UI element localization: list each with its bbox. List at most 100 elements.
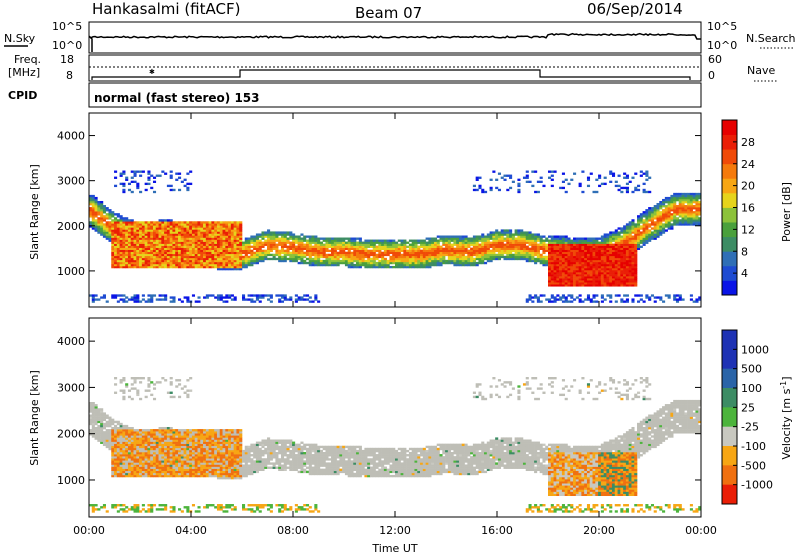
power-echo-cell — [169, 251, 173, 255]
power-echo-cell — [183, 225, 187, 228]
power-echo-cell — [214, 229, 218, 232]
power-echo-cell — [550, 294, 554, 297]
power-echo-cell — [152, 249, 157, 253]
power-echo-cell — [233, 243, 237, 246]
power-echo-cell — [194, 231, 198, 234]
power-echo-cell — [164, 223, 168, 226]
power-echo-cell — [497, 257, 502, 261]
power-echo-cell — [289, 253, 293, 257]
power-echo-cell — [495, 245, 499, 248]
power-echo-cell — [225, 257, 229, 261]
power-echo-cell — [114, 265, 118, 269]
velocity-echo-cell — [111, 443, 115, 447]
power-echo-cell — [506, 237, 510, 240]
power-echo-cell — [205, 259, 209, 263]
power-echo-cell — [617, 174, 621, 177]
power-echo-cell — [575, 257, 579, 261]
power-echo-cell — [236, 225, 240, 228]
velocity-echo-cell — [136, 474, 140, 478]
power-echo-cell — [208, 243, 212, 246]
velocity-echo-cell — [141, 468, 145, 472]
power-echo-cell — [675, 198, 680, 202]
power-echo-cell — [317, 255, 321, 259]
power-echo-cell — [578, 261, 582, 265]
power-echo-cell — [228, 296, 232, 299]
power-echo-cell — [111, 233, 115, 236]
power-echo-cell — [611, 245, 616, 248]
power-echo-cell — [191, 229, 196, 232]
power-echo-cell — [625, 255, 629, 259]
velocity-echo-cell — [130, 437, 134, 440]
power-echo-cell — [214, 221, 218, 224]
velocity-echo-cell — [136, 389, 140, 392]
power-echo-cell — [361, 253, 365, 257]
power-echo-cell — [297, 249, 301, 253]
power-echo-cell — [492, 170, 496, 173]
velocity-echo-cell — [119, 474, 123, 478]
power-echo-cell — [183, 231, 187, 234]
power-echo-cell — [133, 300, 137, 303]
power-echo-cell — [478, 186, 482, 190]
power-echo-cell — [447, 253, 451, 257]
power-echo-cell — [294, 294, 298, 297]
velocity-echo-cell — [97, 439, 101, 442]
power-echo-cell — [578, 282, 582, 285]
power-echo-cell — [478, 261, 482, 265]
power-echo-cell — [395, 251, 399, 255]
power-echo-cell — [581, 249, 585, 253]
power-echo-cell — [286, 233, 290, 236]
power-echo-cell — [178, 176, 182, 179]
power-echo-cell — [216, 237, 221, 240]
power-echo-cell — [631, 298, 635, 301]
power-echo-cell — [606, 278, 610, 281]
power-echo-cell — [242, 296, 246, 299]
power-echo-cell — [531, 241, 535, 244]
power-echo-cell — [186, 221, 190, 224]
power-echo-cell — [216, 235, 221, 238]
power-echo-cell — [139, 245, 143, 248]
power-echo-cell — [625, 186, 629, 190]
power-echo-cell — [625, 190, 629, 194]
power-echo-cell — [522, 231, 527, 234]
power-echo-cell — [186, 237, 190, 240]
power-echo-cell — [261, 241, 265, 244]
power-echo-cell — [242, 265, 246, 269]
power-echo-cell — [675, 194, 680, 198]
power-echo-cell — [453, 243, 457, 246]
power-echo-cell — [631, 284, 635, 287]
power-colorbar-swatch — [722, 222, 737, 238]
power-echo-cell — [522, 251, 527, 255]
power-echo-cell — [141, 298, 145, 301]
power-echo-cell — [461, 239, 465, 242]
velocity-echo-cell — [139, 431, 143, 434]
power-echo-cell — [489, 235, 493, 238]
power-echo-cell — [581, 300, 585, 303]
power-echo-cell — [539, 245, 543, 248]
power-echo-cell — [509, 174, 513, 177]
velocity-echo-cell — [91, 504, 95, 507]
power-echo-cell — [517, 184, 521, 188]
power-echo-cell — [461, 241, 465, 244]
velocity-echo-cell — [114, 437, 118, 440]
power-echo-cell — [673, 217, 677, 220]
power-echo-cell — [353, 253, 357, 257]
power-echo-cell — [609, 255, 613, 259]
power-echo-cell — [233, 296, 237, 299]
power-echo-cell — [570, 249, 574, 253]
power-echo-cell — [94, 207, 98, 210]
power-echo-cell — [214, 257, 218, 261]
power-echo-cell — [127, 257, 132, 261]
power-echo-cell — [186, 249, 190, 253]
power-echo-cell — [575, 261, 579, 265]
power-echo-cell — [155, 235, 159, 238]
power-echo-cell — [228, 263, 232, 267]
power-echo-cell — [328, 255, 332, 259]
power-echo-cell — [678, 215, 682, 218]
power-echo-cell — [553, 282, 557, 285]
power-echo-cell — [617, 233, 621, 236]
power-echo-cell — [216, 243, 221, 246]
power-echo-cell — [356, 257, 360, 261]
power-echo-cell — [681, 298, 685, 301]
power-echo-cell — [200, 233, 204, 236]
power-colorbar-tick-label: 4 — [741, 267, 748, 280]
